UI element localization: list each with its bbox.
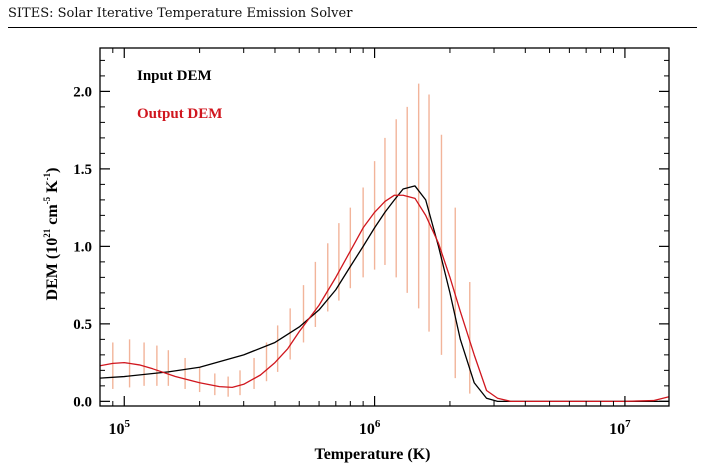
y-tick-label: 1.0 [73, 239, 92, 255]
x-tick-label: 106 [359, 418, 381, 438]
plot-frame [99, 47, 670, 407]
x-axis-label: Temperature (K) [315, 446, 431, 463]
y-axis-label: DEM (1021 cm-5 K-1) [42, 168, 61, 301]
x-tick-label: 107 [609, 418, 631, 438]
y-tick-label: 2.0 [73, 84, 92, 100]
legend-entry-input-dem: Input DEM [137, 68, 212, 84]
series-line-output-dem [99, 194, 670, 402]
y-tick-label: 0.5 [73, 317, 92, 333]
x-tick-label: 105 [109, 418, 131, 438]
legend: Input DEM Output DEM [137, 68, 222, 122]
series-line-input-dem [99, 185, 669, 402]
page-header-title: SITES: Solar Iterative Temperature Emiss… [8, 6, 353, 21]
header-divider [8, 27, 697, 28]
error-bars [112, 83, 471, 397]
y-tick-label: 0.0 [73, 394, 92, 410]
legend-entry-output-dem: Output DEM [137, 106, 222, 122]
y-tick-label: 1.5 [73, 162, 92, 178]
